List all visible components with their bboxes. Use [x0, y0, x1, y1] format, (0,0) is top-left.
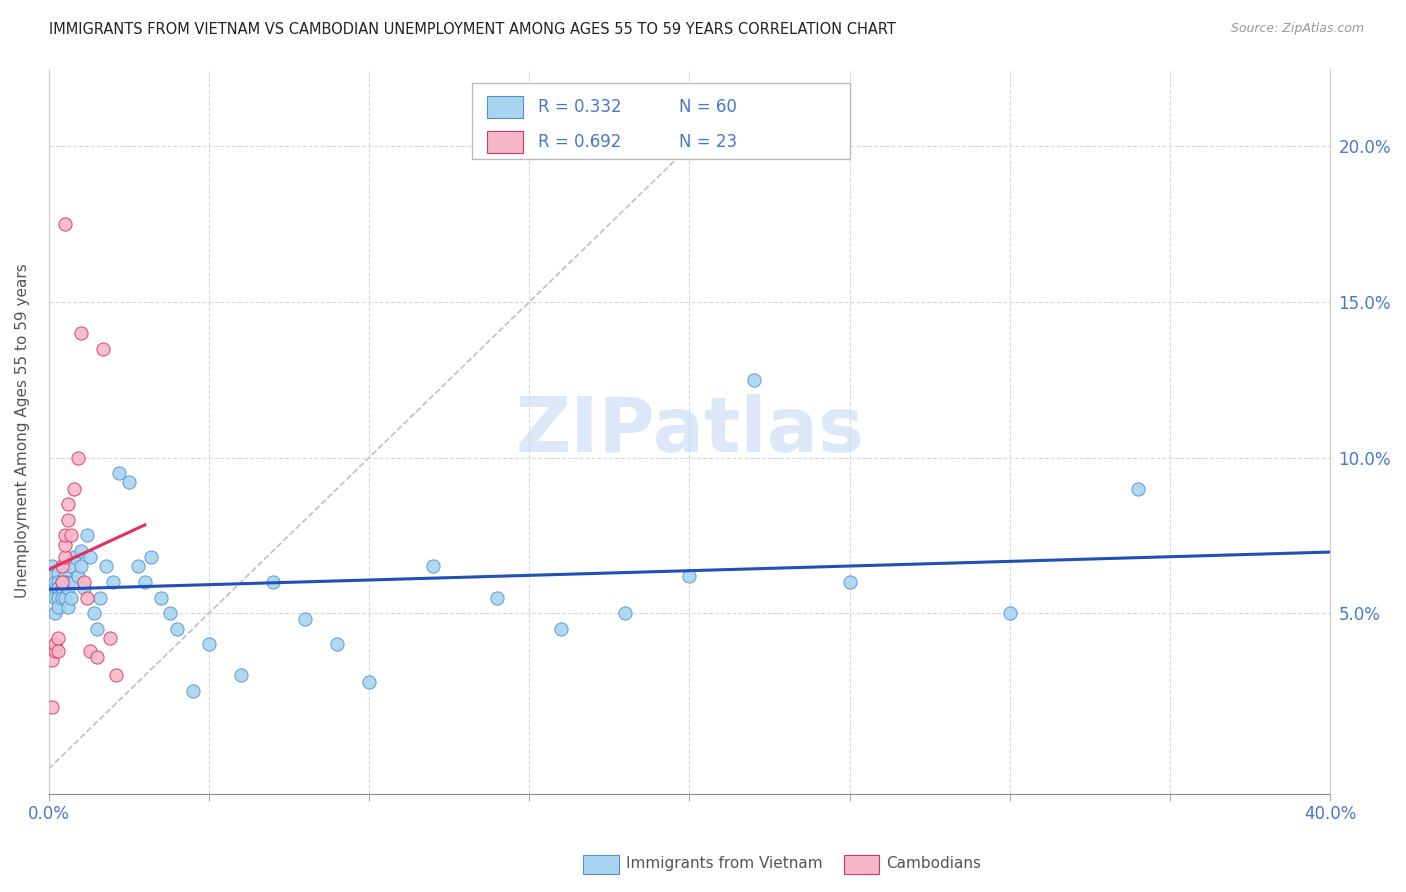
Point	[69, 544, 91, 558]
Point	[53, 569, 76, 583]
Point	[614, 606, 637, 620]
Point	[998, 606, 1021, 620]
Point	[108, 466, 131, 480]
Point	[63, 550, 86, 565]
Point	[69, 559, 91, 574]
Point	[51, 581, 73, 595]
Point	[44, 591, 66, 605]
Point	[48, 575, 70, 590]
Point	[86, 622, 108, 636]
Point	[51, 591, 73, 605]
Point	[53, 538, 76, 552]
Text: N = 23: N = 23	[679, 133, 737, 151]
Point	[41, 653, 63, 667]
Point	[56, 497, 79, 511]
Text: R = 0.332: R = 0.332	[538, 98, 621, 116]
Point	[422, 559, 444, 574]
Point	[83, 606, 105, 620]
Point	[166, 622, 188, 636]
Point	[359, 674, 381, 689]
Point	[66, 569, 89, 583]
Point	[86, 649, 108, 664]
Point	[63, 482, 86, 496]
Point	[53, 217, 76, 231]
Text: Immigrants from Vietnam: Immigrants from Vietnam	[626, 856, 823, 871]
Point	[89, 591, 111, 605]
Point	[44, 606, 66, 620]
Point	[73, 575, 96, 590]
Point	[198, 637, 221, 651]
Point	[41, 699, 63, 714]
Point	[181, 684, 204, 698]
Point	[48, 631, 70, 645]
Point	[101, 575, 124, 590]
Point	[51, 559, 73, 574]
Point	[44, 643, 66, 657]
Point	[41, 559, 63, 574]
Point	[149, 591, 172, 605]
Point	[486, 591, 509, 605]
Point	[69, 326, 91, 340]
Point	[66, 450, 89, 465]
Point	[294, 612, 316, 626]
Point	[48, 581, 70, 595]
Point	[56, 513, 79, 527]
Point	[48, 566, 70, 580]
Point	[326, 637, 349, 651]
Point	[53, 559, 76, 574]
Point	[262, 575, 284, 590]
Point	[60, 591, 83, 605]
Point	[134, 575, 156, 590]
Point	[44, 637, 66, 651]
Point	[53, 591, 76, 605]
FancyBboxPatch shape	[486, 95, 523, 118]
Point	[60, 559, 83, 574]
Point	[838, 575, 860, 590]
Point	[53, 528, 76, 542]
Point	[159, 606, 181, 620]
Point	[53, 575, 76, 590]
FancyBboxPatch shape	[471, 83, 849, 159]
Point	[96, 559, 118, 574]
Point	[44, 581, 66, 595]
Text: ZIPatlas: ZIPatlas	[515, 394, 863, 468]
Point	[76, 591, 98, 605]
Text: N = 60: N = 60	[679, 98, 737, 116]
Point	[76, 528, 98, 542]
Point	[98, 631, 121, 645]
Y-axis label: Unemployment Among Ages 55 to 59 years: Unemployment Among Ages 55 to 59 years	[15, 264, 30, 599]
Point	[44, 575, 66, 590]
Point	[48, 599, 70, 614]
Point	[141, 550, 163, 565]
Text: R = 0.692: R = 0.692	[538, 133, 621, 151]
Point	[678, 569, 700, 583]
Point	[56, 599, 79, 614]
Point	[91, 342, 114, 356]
Point	[51, 575, 73, 590]
Point	[73, 581, 96, 595]
Point	[48, 591, 70, 605]
Point	[51, 575, 73, 590]
Point	[48, 643, 70, 657]
Text: Source: ZipAtlas.com: Source: ZipAtlas.com	[1230, 22, 1364, 36]
Point	[53, 550, 76, 565]
Point	[1126, 482, 1149, 496]
Point	[79, 643, 101, 657]
Point	[550, 622, 572, 636]
Point	[79, 550, 101, 565]
Point	[127, 559, 149, 574]
Text: IMMIGRANTS FROM VIETNAM VS CAMBODIAN UNEMPLOYMENT AMONG AGES 55 TO 59 YEARS CORR: IMMIGRANTS FROM VIETNAM VS CAMBODIAN UNE…	[49, 22, 896, 37]
Point	[229, 668, 252, 682]
Point	[60, 575, 83, 590]
Point	[742, 373, 765, 387]
Point	[60, 528, 83, 542]
Point	[56, 581, 79, 595]
Point	[63, 575, 86, 590]
Text: Cambodians: Cambodians	[886, 856, 981, 871]
Point	[41, 569, 63, 583]
Point	[118, 475, 141, 490]
Point	[105, 668, 128, 682]
FancyBboxPatch shape	[486, 131, 523, 153]
